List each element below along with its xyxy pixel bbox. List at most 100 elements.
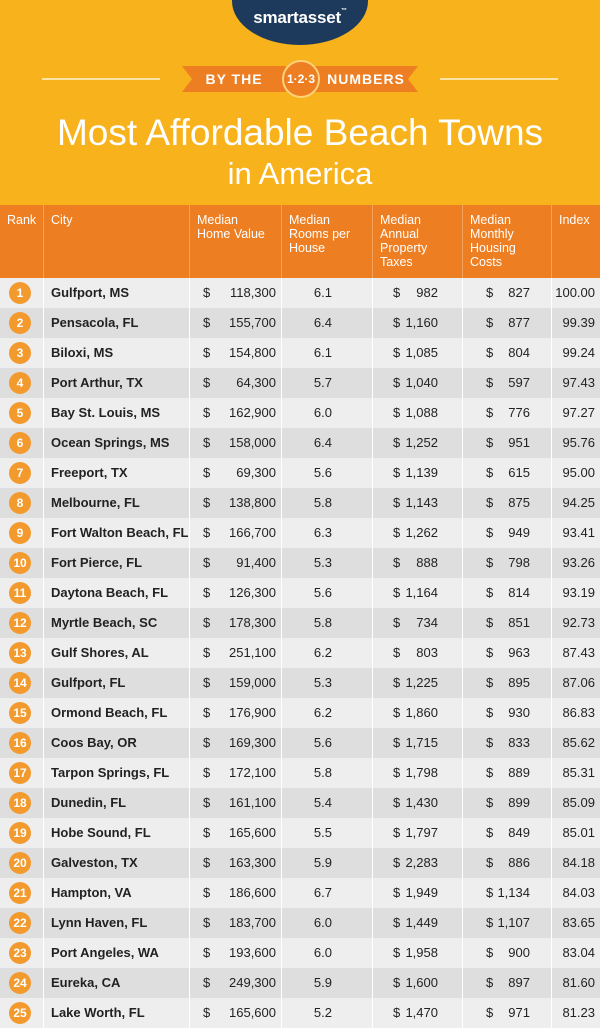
home-value-currency: $ [203, 795, 211, 810]
home-value: 118,300 [229, 285, 276, 300]
column-divider [372, 338, 373, 368]
table-row: 14 Gulfport, FL $159,000 5.3 $1,225 $895 87.06 [0, 668, 600, 698]
index-value: 93.19 [562, 585, 595, 600]
taxes-value: 1,139 [405, 465, 438, 480]
taxes-currency: $ [393, 315, 401, 330]
column-divider [189, 278, 190, 308]
column-divider [372, 398, 373, 428]
rank-badge: 18 [9, 792, 31, 814]
column-divider [462, 338, 463, 368]
table-header: Rank City Median Home Value Median Rooms… [0, 205, 600, 278]
rooms-value: 6.0 [313, 915, 332, 930]
housing-cost-currency: $ [486, 735, 494, 750]
city-name: Fort Pierce, FL [51, 555, 143, 570]
column-divider [372, 308, 373, 338]
column-divider [372, 368, 373, 398]
housing-cost-value: 895 [508, 675, 530, 690]
rooms-value: 5.3 [313, 675, 332, 690]
column-divider [189, 668, 190, 698]
column-divider [43, 368, 44, 398]
column-divider [43, 878, 44, 908]
taxes-value: 1,958 [405, 945, 438, 960]
page-subtitle: in America [227, 156, 373, 191]
index-value: 83.65 [562, 915, 595, 930]
housing-cost-value: 776 [508, 405, 530, 420]
column-divider [462, 818, 463, 848]
column-divider [281, 638, 282, 668]
home-value-currency: $ [203, 975, 211, 990]
column-divider [462, 518, 463, 548]
brand-logo[interactable]: smartasset™ [232, 8, 368, 28]
home-value-currency: $ [203, 345, 211, 360]
table-row: 23 Port Angeles, WA $193,600 6.0 $1,958 $900 8… [0, 938, 600, 968]
housing-cost-value: 851 [508, 615, 530, 630]
rooms-value: 5.9 [313, 855, 332, 870]
column-divider [189, 458, 190, 488]
rank-badge: 20 [9, 852, 31, 874]
col-header-city: City [43, 205, 189, 278]
index-value: 85.09 [562, 795, 595, 810]
column-divider [43, 968, 44, 998]
column-divider [551, 698, 552, 728]
home-value-currency: $ [203, 765, 211, 780]
rooms-value: 6.4 [313, 435, 332, 450]
city-name: Gulfport, MS [51, 285, 129, 300]
column-divider [462, 458, 463, 488]
housing-cost-value: 597 [508, 375, 530, 390]
column-divider [281, 848, 282, 878]
housing-cost-value: 827 [508, 285, 530, 300]
divider-right [440, 78, 558, 80]
home-value: 161,100 [229, 795, 276, 810]
brand-name: smartasset [253, 8, 341, 27]
column-divider [551, 338, 552, 368]
table-row: 7 Freeport, TX $69,300 5.6 $1,139 $615 95.00 [0, 458, 600, 488]
column-divider [372, 848, 373, 878]
column-divider [189, 638, 190, 668]
column-divider [551, 428, 552, 458]
column-divider [551, 368, 552, 398]
rank-badge: 6 [9, 432, 31, 454]
home-value: 138,800 [229, 495, 276, 510]
column-divider [372, 488, 373, 518]
home-value: 249,300 [229, 975, 276, 990]
table-row: 24 Eureka, CA $249,300 5.9 $1,600 $897 81.60 [0, 968, 600, 998]
table-row: 21 Hampton, VA $186,600 6.7 $1,949 $1,134 84.0… [0, 878, 600, 908]
column-divider [43, 398, 44, 428]
column-divider [462, 698, 463, 728]
index-value: 81.23 [562, 1005, 595, 1020]
housing-cost-currency: $ [486, 405, 494, 420]
table-row: 20 Galveston, TX $163,300 5.9 $2,283 $886 84.1… [0, 848, 600, 878]
column-divider [372, 818, 373, 848]
index-value: 93.41 [562, 525, 595, 540]
column-divider [43, 458, 44, 488]
home-value: 169,300 [229, 735, 276, 750]
column-divider [281, 398, 282, 428]
taxes-currency: $ [393, 675, 401, 690]
column-divider [43, 638, 44, 668]
rooms-value: 6.4 [313, 315, 332, 330]
home-value-currency: $ [203, 405, 211, 420]
column-divider [281, 338, 282, 368]
column-divider [189, 338, 190, 368]
banner-left: BY THE [182, 66, 286, 92]
home-value-currency: $ [203, 705, 211, 720]
home-value: 166,700 [229, 525, 276, 540]
rooms-value: 6.1 [313, 345, 332, 360]
taxes-currency: $ [393, 735, 401, 750]
column-divider [189, 428, 190, 458]
housing-cost-currency: $ [486, 675, 494, 690]
housing-cost-value: 899 [508, 795, 530, 810]
rooms-value: 6.1 [313, 285, 332, 300]
column-divider [43, 998, 44, 1028]
column-divider [43, 308, 44, 338]
column-divider [281, 668, 282, 698]
housing-cost-value: 849 [508, 825, 530, 840]
home-value: 91,400 [236, 555, 276, 570]
housing-cost-currency: $ [486, 795, 494, 810]
column-divider [462, 488, 463, 518]
city-name: Port Angeles, WA [51, 945, 159, 960]
city-name: Gulfport, FL [51, 675, 126, 690]
home-value-currency: $ [203, 585, 211, 600]
column-divider [281, 728, 282, 758]
rank-badge: 21 [9, 882, 31, 904]
